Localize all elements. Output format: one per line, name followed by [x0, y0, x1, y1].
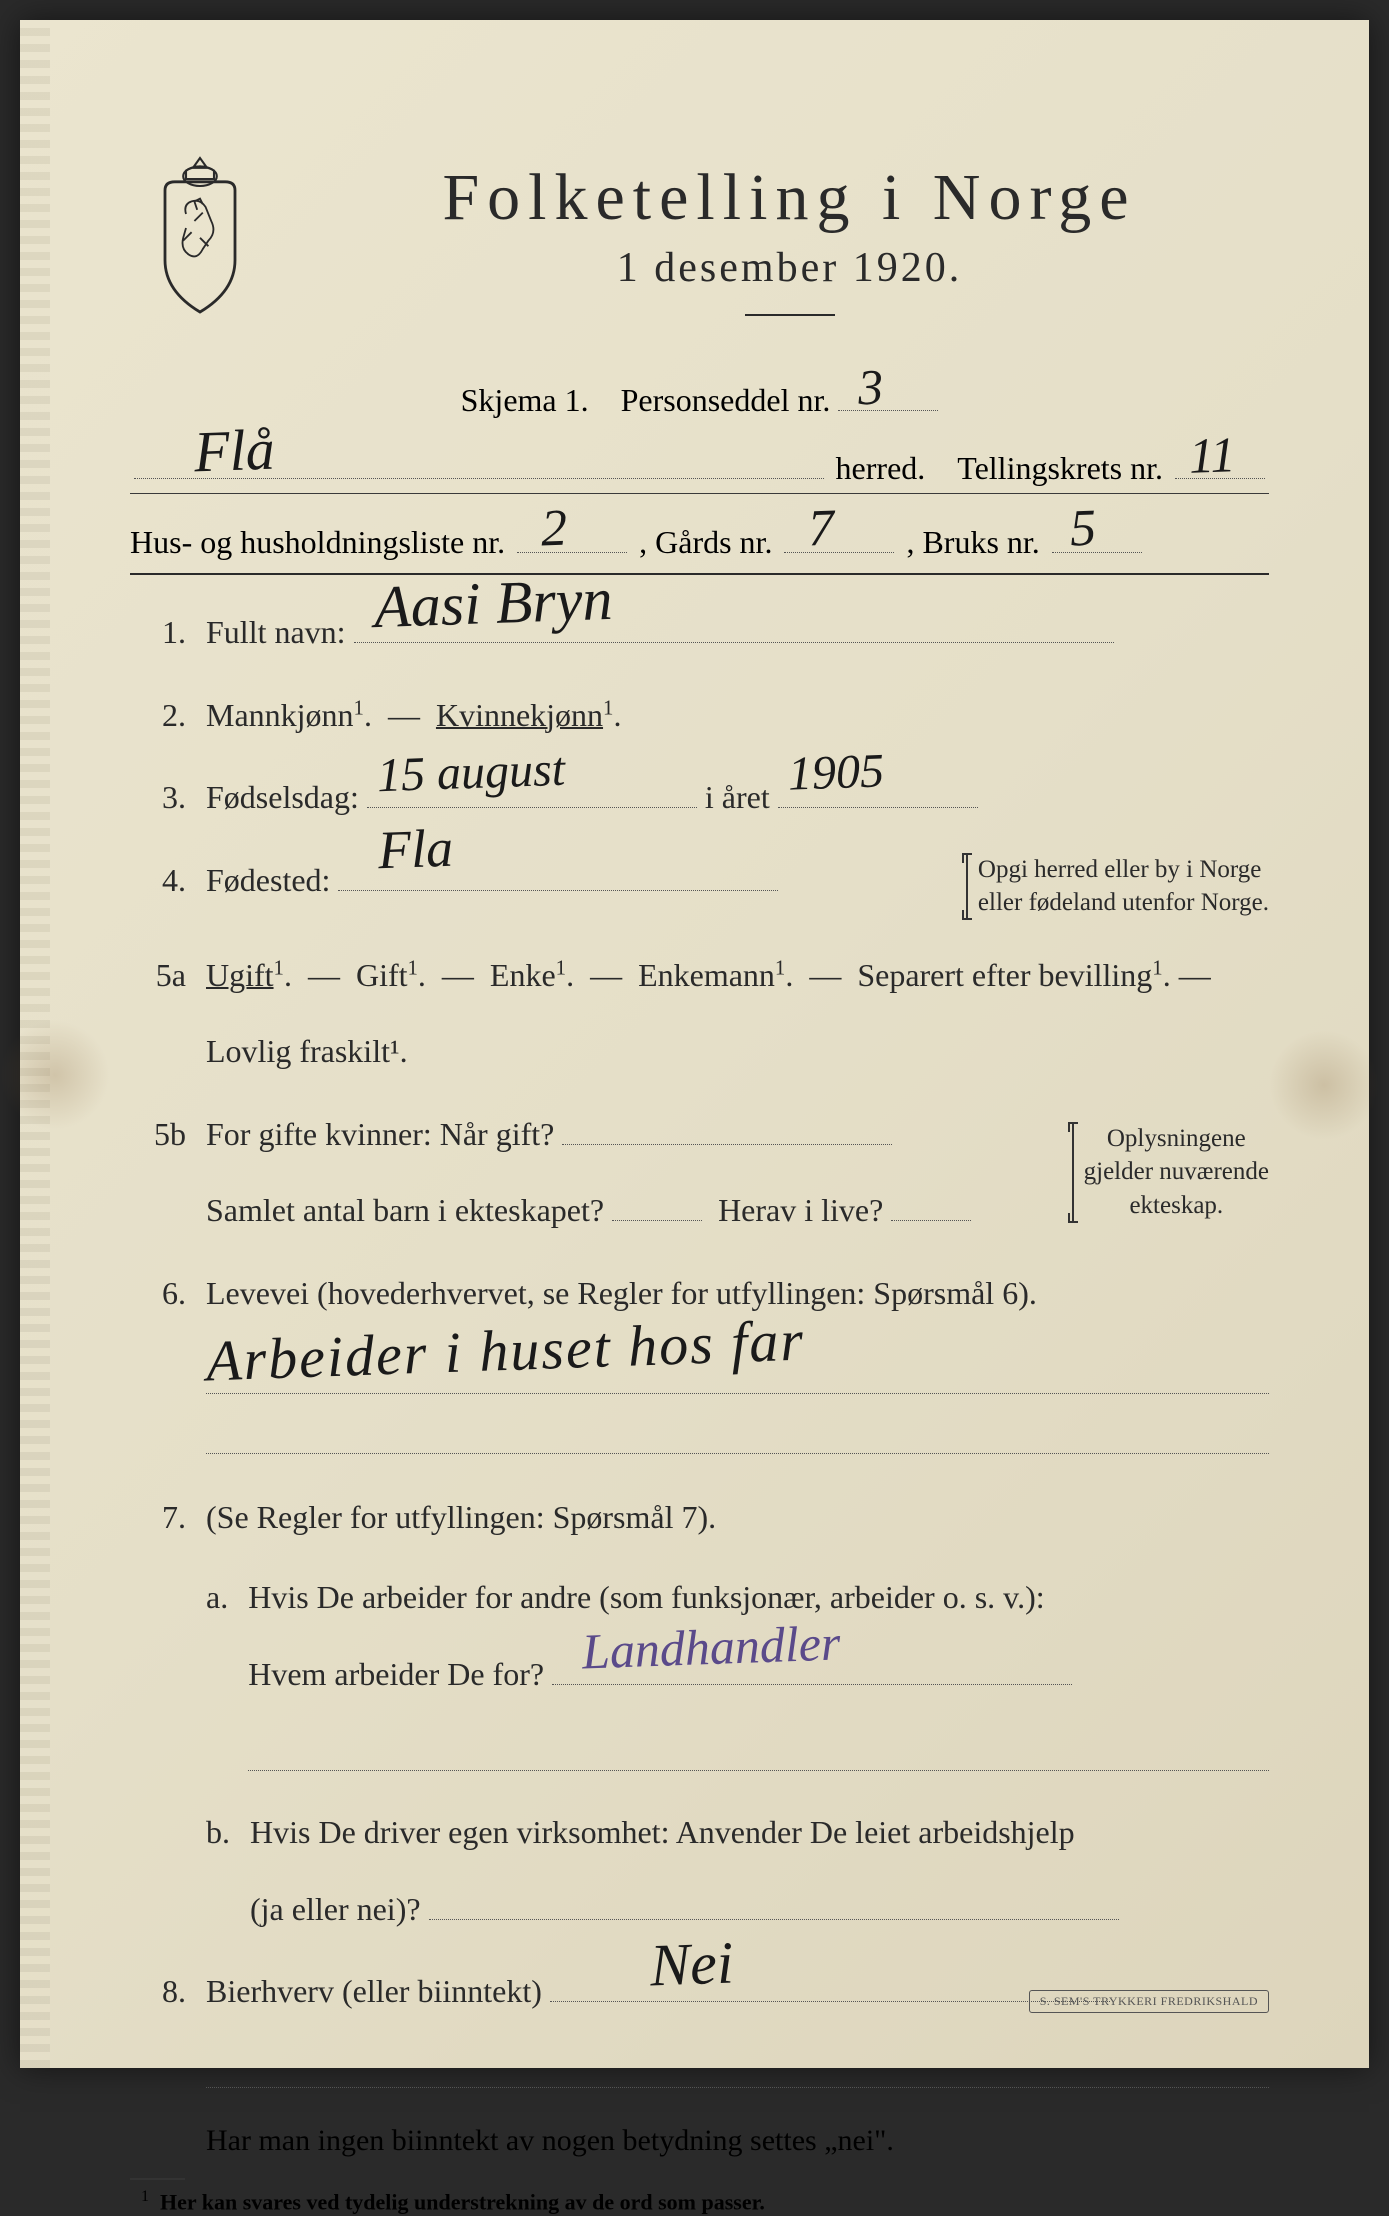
- q3-label: Fødselsdag:: [206, 779, 359, 815]
- skjema-line: Skjema 1. Personseddel nr. 3: [130, 376, 1269, 419]
- q5b-note-l1: Oplysningene: [1084, 1122, 1269, 1156]
- q4-label: Fødested:: [206, 862, 330, 898]
- q1: 1. Fullt navn: Aasi Bryn: [130, 605, 1269, 659]
- q1-value: Aasi Bryn: [372, 548, 614, 658]
- q4-note-l1: Opgi herred eller by i Norge: [978, 853, 1269, 887]
- q6-value: Arbeider i huset hos far: [204, 1292, 806, 1411]
- q5b-num: 5b: [130, 1107, 186, 1161]
- skjema-label: Skjema 1.: [461, 382, 589, 418]
- q7-num: 7.: [130, 1490, 186, 1544]
- footnote-row: 1 Her kan svares ved tydelig understrekn…: [130, 2188, 1269, 2215]
- paper-stain: [1269, 1030, 1379, 1140]
- q8-value: Nei: [648, 1912, 735, 2017]
- q3-year: 1905: [786, 730, 885, 815]
- herred-row: Flå herred. Tellingskrets nr. 11: [130, 437, 1269, 494]
- gards-nr: 7: [807, 499, 835, 559]
- q5b-l2b: Herav i live?: [718, 1192, 883, 1228]
- bruks-label: , Bruks nr.: [906, 524, 1039, 561]
- q2-mann: Mannkjønn: [206, 697, 354, 733]
- personseddel-nr: 3: [857, 358, 884, 417]
- q7a-l2: Hvem arbeider De for?: [248, 1656, 544, 1692]
- q3: 3. Fødselsdag: 15 august i året 1905: [130, 770, 1269, 824]
- hus-row: Hus- og husholdningsliste nr. 2 , Gårds …: [130, 512, 1269, 568]
- main-title: Folketelling i Norge: [310, 160, 1269, 236]
- header: Folketelling i Norge 1 desember 1920.: [130, 150, 1269, 346]
- herred-label: herred.: [836, 450, 926, 487]
- q5b-note: Oplysningene gjelder nuværende ekteskap.: [1072, 1122, 1269, 1223]
- q5b-note-l2: gjelder nuværende: [1084, 1155, 1269, 1189]
- paper-stain: [0, 1020, 110, 1130]
- q4: 4. Fødested: Fla Opgi herred eller by i …: [130, 853, 1269, 921]
- footnote-num: 1: [141, 2188, 149, 2205]
- q5a: 5a Ugift1. — Gift1. — Enke1. — Enkemann1…: [130, 948, 1269, 1079]
- q2: 2. Mannkjønn1. — Kvinnekjønn1.: [130, 688, 1269, 742]
- bruks-nr: 5: [1069, 499, 1097, 559]
- subtitle: 1 desember 1920.: [310, 244, 1269, 292]
- q5a-num: 5a: [130, 948, 186, 1002]
- coat-of-arms-icon: [130, 150, 270, 320]
- q7-label: (Se Regler for utfyllingen: Spørsmål 7).: [206, 1499, 716, 1535]
- q7b-num: b.: [206, 1805, 230, 1936]
- q6: 6. Levevei (hovederhvervet, se Regler fo…: [130, 1266, 1269, 1462]
- tellingskrets-label: Tellingskrets nr.: [957, 450, 1163, 487]
- tellingskrets-nr: 11: [1188, 425, 1236, 485]
- q1-label: Fullt navn:: [206, 614, 346, 650]
- q4-note: Opgi herred eller by i Norge eller fødel…: [966, 853, 1269, 921]
- title-block: Folketelling i Norge 1 desember 1920.: [310, 150, 1269, 346]
- q6-num: 6.: [130, 1266, 186, 1320]
- q4-value: Fla: [377, 802, 455, 896]
- q7b-l2: (ja eller nei)?: [250, 1891, 421, 1927]
- q3-day: 15 august: [376, 728, 567, 816]
- divider: [745, 314, 835, 316]
- footnote-separator: [130, 2178, 185, 2180]
- q5b: 5b For gifte kvinner: Når gift? Samlet a…: [130, 1107, 1269, 1238]
- personseddel-label: Personseddel nr.: [621, 382, 831, 418]
- q5a-line2: Lovlig fraskilt¹.: [206, 1024, 1269, 1078]
- herred-value: Flå: [193, 415, 276, 485]
- q5b-l2a: Samlet antal barn i ekteskapet?: [206, 1192, 604, 1228]
- separator: [130, 573, 1269, 575]
- q7a-num: a.: [206, 1570, 228, 1779]
- census-form-page: Folketelling i Norge 1 desember 1920. Sk…: [20, 20, 1369, 2068]
- q7b-l1: Hvis De driver egen virksomhet: Anvender…: [250, 1805, 1269, 1859]
- q3-mid: i året: [705, 779, 770, 815]
- q8-num: 8.: [130, 1964, 186, 2018]
- q2-kvinne: Kvinnekjønn: [436, 697, 603, 733]
- q3-num: 3.: [130, 770, 186, 824]
- gards-label: , Gårds nr.: [639, 524, 772, 561]
- q8-label: Bierhverv (eller biinntekt): [206, 1973, 542, 2009]
- q5b-l1: For gifte kvinner: Når gift?: [206, 1116, 554, 1152]
- q4-num: 4.: [130, 853, 186, 907]
- footnote-text: Her kan svares ved tydelig understreknin…: [160, 2190, 765, 2215]
- q7: 7. (Se Regler for utfyllingen: Spørsmål …: [130, 1490, 1269, 1936]
- printer-mark: S. SEM'S TRYKKERI FREDRIKSHALD: [1029, 1990, 1269, 2013]
- questions-list: 1. Fullt navn: Aasi Bryn 2. Mannkjønn1. …: [130, 605, 1269, 2158]
- q4-note-l2: eller fødeland utenfor Norge.: [978, 886, 1269, 920]
- q2-num: 2.: [130, 688, 186, 742]
- bottom-note: Har man ingen biinntekt av nogen betydni…: [206, 2124, 1269, 2158]
- q8: 8. Bierhverv (eller biinntekt) Nei: [130, 1964, 1269, 2096]
- q5b-note-l3: ekteskap.: [1084, 1189, 1269, 1223]
- q7a-value: Landhandler: [581, 1600, 842, 1694]
- q1-num: 1.: [130, 605, 186, 659]
